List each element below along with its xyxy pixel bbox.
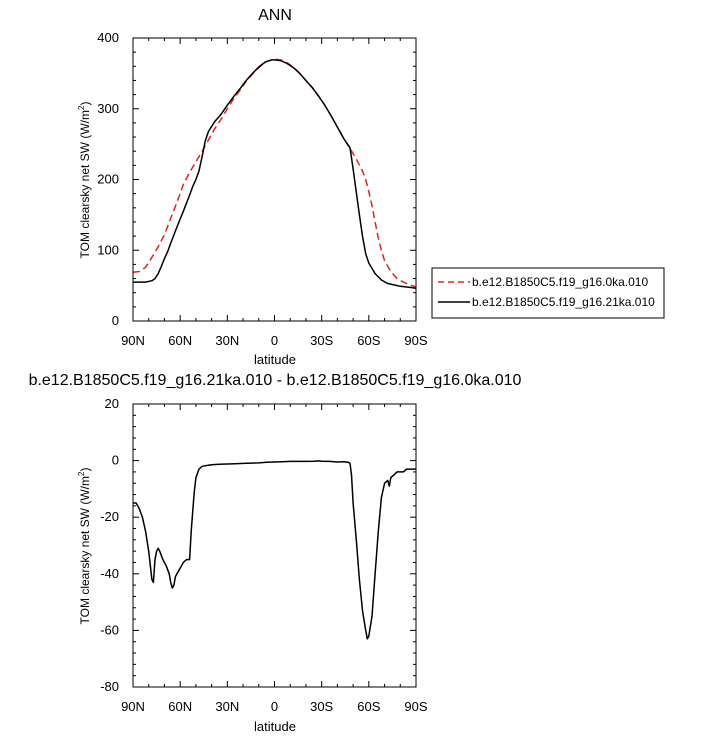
top-y-tick-label: 0 — [112, 313, 119, 328]
top-x-tick-label: 0 — [271, 333, 278, 348]
legend-box — [431, 267, 665, 319]
bottom-y-tick-label: -60 — [100, 622, 119, 637]
bottom-series-line-0 — [133, 460, 416, 640]
bottom-y-tick-label: -20 — [100, 509, 119, 524]
top-y-tick-label: 200 — [97, 172, 119, 187]
top-series-line-1 — [133, 59, 417, 290]
top-x-axis-label: latitude — [254, 352, 296, 367]
bottom-y-tick-label: -80 — [100, 679, 119, 694]
top-x-tick-label: 30N — [215, 333, 239, 348]
top-y-axis-label: TOM clearsky net SW (W/m2) — [77, 102, 92, 259]
top-x-tick-label: 90N — [121, 333, 145, 348]
bottom-x-tick-label: 90S — [404, 699, 427, 714]
bottom-x-tick-label: 60N — [168, 699, 192, 714]
legend-label-0ka: b.e12.B1850C5.f19_g16.0ka.010 — [472, 275, 648, 289]
top-x-tick-label: 60N — [168, 333, 192, 348]
legend: b.e12.B1850C5.f19_g16.0ka.010 b.e12.B185… — [431, 267, 665, 319]
legend-label-21ka: b.e12.B1850C5.f19_g16.21ka.010 — [472, 295, 655, 309]
bottom-x-tick-label: 30N — [215, 699, 239, 714]
top-chart: ANN 90N 60N 30N 0 30S 60S 90S 0 100 200 300 400 lat… — [77, 7, 665, 367]
bottom-y-tick-label: -40 — [100, 566, 119, 581]
bottom-chart-title: b.e12.B1850C5.f19_g16.21ka.010 - b.e12.B… — [29, 372, 522, 389]
top-y-tick-label: 400 — [97, 30, 119, 45]
top-plot-frame — [132, 37, 417, 322]
bottom-y-tick-label: 0 — [112, 453, 119, 468]
top-x-tick-label: 60S — [357, 333, 380, 348]
top-series-group — [132, 58, 417, 290]
top-gridlines: 90N 60N 30N 0 30S 60S 90S 0 100 200 300 400 — [97, 30, 428, 348]
bottom-plot-frame — [132, 403, 417, 688]
top-series-line-0 — [132, 58, 417, 288]
bottom-series-group — [133, 460, 416, 640]
bottom-x-tick-label: 90N — [121, 699, 145, 714]
bottom-x-tick-label: 0 — [271, 699, 278, 714]
bottom-y-axis-label: TOM clearsky net SW (W/m2) — [77, 468, 92, 625]
top-y-tick-label: 100 — [97, 242, 119, 257]
bottom-ticks: 90N 60N 30N 0 30S 60S 90S -80 -60 -40 -20 0 20 — [100, 396, 428, 714]
bottom-chart: b.e12.B1850C5.f19_g16.21ka.010 - b.e12.B… — [29, 372, 522, 734]
top-x-tick-label: 90S — [404, 333, 427, 348]
bottom-x-axis-label: latitude — [254, 719, 296, 734]
top-y-tick-label: 300 — [97, 101, 119, 116]
top-x-tick-label: 30S — [310, 333, 333, 348]
bottom-x-tick-label: 30S — [310, 699, 333, 714]
bottom-y-tick-label: 20 — [105, 396, 119, 411]
top-chart-title: ANN — [258, 7, 292, 24]
bottom-x-tick-label: 60S — [357, 699, 380, 714]
